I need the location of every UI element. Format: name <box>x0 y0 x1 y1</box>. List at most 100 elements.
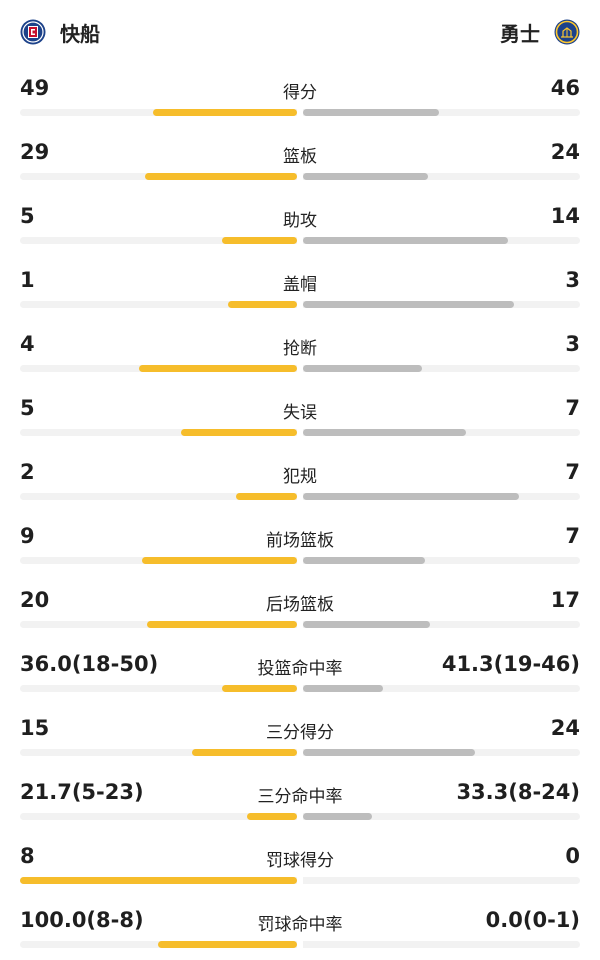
away-bar-fill <box>303 749 475 756</box>
away-bar-track <box>303 173 580 180</box>
home-stat-value: 9 <box>20 524 35 548</box>
away-bar-track <box>303 301 580 308</box>
home-bar-fill <box>222 685 297 692</box>
away-bar-track <box>303 685 580 692</box>
home-bar-track <box>20 877 297 884</box>
stat-label: 三分得分 <box>266 723 334 743</box>
away-bar-track <box>303 493 580 500</box>
home-bar-track <box>20 301 297 308</box>
home-stat-value: 49 <box>20 76 50 100</box>
home-bar-fill <box>147 621 297 628</box>
home-bar-track <box>20 365 297 372</box>
home-stat-value: 1 <box>20 268 35 292</box>
stat-row: 29 篮板 24 <box>0 128 600 192</box>
away-stat-value: 14 <box>550 204 580 228</box>
home-bar-fill <box>20 877 297 884</box>
home-stat-value: 100.0(8-8) <box>20 908 144 932</box>
stat-label: 三分命中率 <box>257 787 343 807</box>
away-bar-fill <box>303 429 466 436</box>
home-team[interactable]: 快船 <box>20 14 100 50</box>
away-stat-value: 24 <box>550 140 580 164</box>
home-bar-track <box>20 237 297 244</box>
stat-row: 21.7(5-23) 三分命中率 33.3(8-24) <box>0 768 600 832</box>
home-stat-value: 5 <box>20 396 35 420</box>
away-bar-fill <box>303 493 519 500</box>
away-bar-fill <box>303 173 428 180</box>
team-header: 快船 勇士 <box>0 0 600 64</box>
away-bar-track <box>303 749 580 756</box>
home-stat-value: 21.7(5-23) <box>20 780 144 804</box>
stat-row: 5 失误 7 <box>0 384 600 448</box>
stat-row: 36.0(18-50) 投篮命中率 41.3(19-46) <box>0 640 600 704</box>
away-stat-value: 41.3(19-46) <box>441 652 580 676</box>
stat-row: 8 罚球得分 0 <box>0 832 600 896</box>
stat-row: 5 助攻 14 <box>0 192 600 256</box>
away-bar-track <box>303 109 580 116</box>
home-team-name: 快船 <box>60 21 100 46</box>
home-bar-track <box>20 621 297 628</box>
away-bar-track <box>303 365 580 372</box>
away-stat-value: 33.3(8-24) <box>456 780 580 804</box>
home-stat-value: 8 <box>20 844 35 868</box>
home-bar-track <box>20 429 297 436</box>
home-stat-value: 5 <box>20 204 35 228</box>
stat-label: 罚球命中率 <box>257 915 343 935</box>
away-bar-track <box>303 621 580 628</box>
home-bar-fill <box>236 493 297 500</box>
home-stat-value: 29 <box>20 140 50 164</box>
stat-row: 49 得分 46 <box>0 64 600 128</box>
warriors-logo-icon <box>554 19 580 45</box>
home-bar-fill <box>222 237 297 244</box>
stat-label: 犯规 <box>283 467 317 487</box>
away-stat-value: 3 <box>565 268 580 292</box>
away-bar-track <box>303 429 580 436</box>
away-bar-track <box>303 237 580 244</box>
away-stat-value: 46 <box>550 76 580 100</box>
home-bar-track <box>20 557 297 564</box>
away-stat-value: 17 <box>550 588 580 612</box>
home-bar-fill <box>181 429 297 436</box>
stat-row: 2 犯规 7 <box>0 448 600 512</box>
away-bar-fill <box>303 365 422 372</box>
home-bar-fill <box>142 557 297 564</box>
home-bar-track <box>20 749 297 756</box>
away-bar-fill <box>303 237 508 244</box>
stat-row: 9 前场篮板 7 <box>0 512 600 576</box>
stat-label: 投篮命中率 <box>257 659 343 679</box>
home-bar-fill <box>139 365 297 372</box>
away-bar-fill <box>303 813 372 820</box>
home-stat-value: 20 <box>20 588 50 612</box>
away-team-name: 勇士 <box>500 21 540 46</box>
home-bar-track <box>20 813 297 820</box>
home-stat-value: 15 <box>20 716 50 740</box>
away-stat-value: 7 <box>565 460 580 484</box>
home-stat-value: 36.0(18-50) <box>20 652 159 676</box>
away-bar-track <box>303 813 580 820</box>
home-stat-value: 2 <box>20 460 35 484</box>
home-bar-track <box>20 493 297 500</box>
away-bar-track <box>303 557 580 564</box>
away-team[interactable]: 勇士 <box>500 14 580 50</box>
away-bar-fill <box>303 621 430 628</box>
home-bar-fill <box>153 109 297 116</box>
home-bar-fill <box>192 749 297 756</box>
away-stat-value: 0 <box>565 844 580 868</box>
away-bar-fill <box>303 685 383 692</box>
stat-label: 助攻 <box>283 211 317 231</box>
away-bar-track <box>303 877 580 884</box>
stat-label: 得分 <box>283 83 317 103</box>
away-stat-value: 3 <box>565 332 580 356</box>
stat-label: 失误 <box>283 403 317 423</box>
clippers-logo-icon <box>20 19 46 45</box>
away-bar-track <box>303 941 580 948</box>
stat-label: 罚球得分 <box>266 851 334 871</box>
home-bar-track <box>20 173 297 180</box>
away-bar-fill <box>303 301 514 308</box>
away-stat-value: 7 <box>565 524 580 548</box>
away-bar-fill <box>303 557 425 564</box>
away-stat-value: 7 <box>565 396 580 420</box>
home-bar-fill <box>247 813 297 820</box>
home-bar-fill <box>228 301 297 308</box>
away-stat-value: 24 <box>550 716 580 740</box>
stat-row: 1 盖帽 3 <box>0 256 600 320</box>
